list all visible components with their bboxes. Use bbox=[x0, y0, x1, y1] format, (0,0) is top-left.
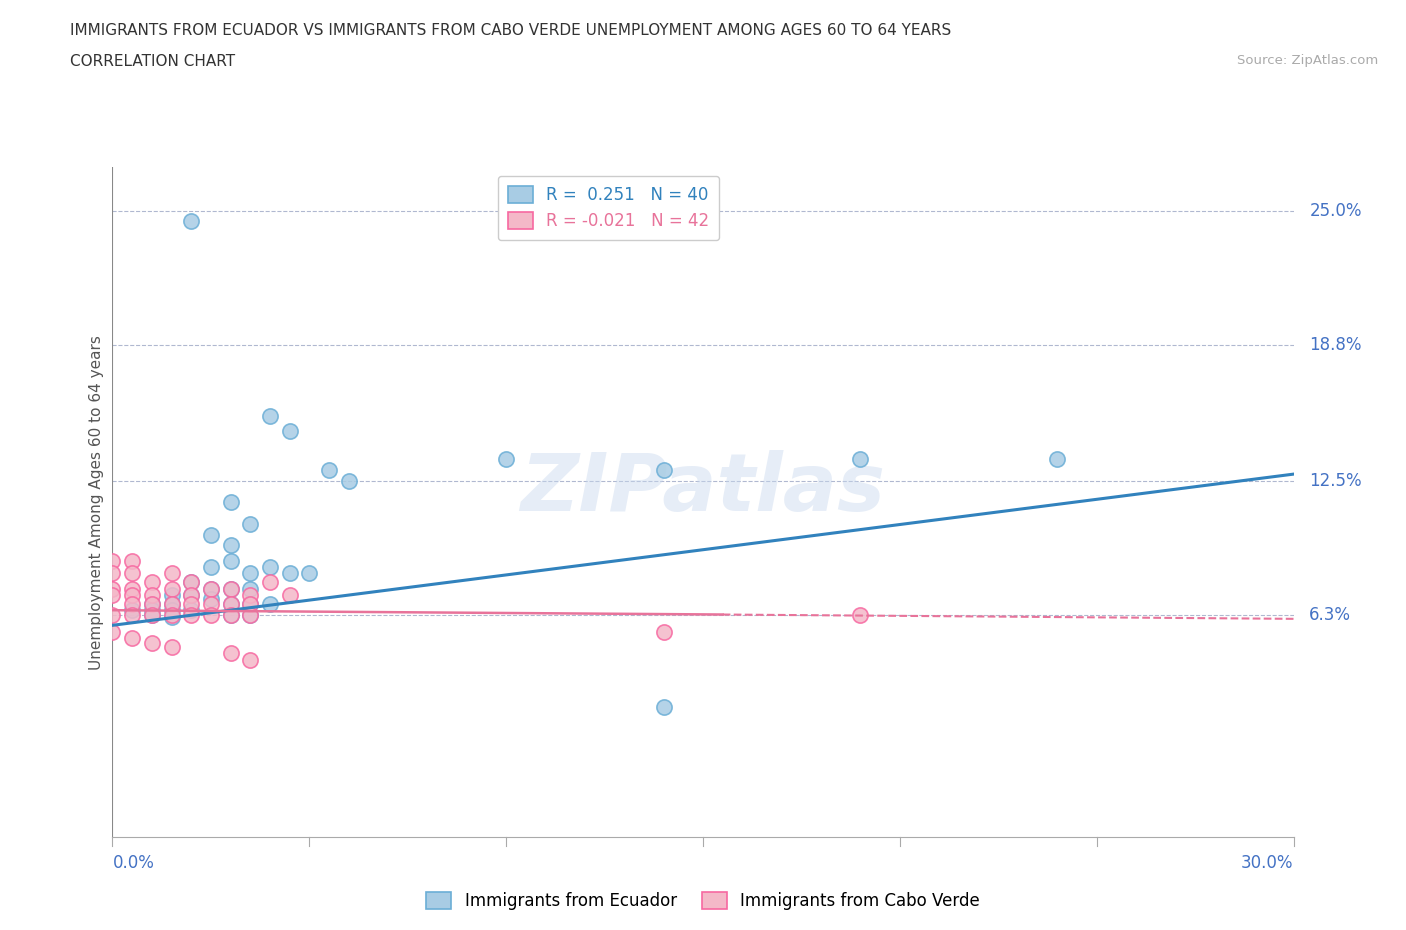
Text: 25.0%: 25.0% bbox=[1309, 202, 1362, 219]
Text: ZIPatlas: ZIPatlas bbox=[520, 450, 886, 528]
Text: CORRELATION CHART: CORRELATION CHART bbox=[70, 54, 235, 69]
Point bbox=[278, 423, 301, 438]
Point bbox=[180, 607, 202, 622]
Point bbox=[180, 603, 202, 618]
Point bbox=[200, 592, 222, 607]
Point bbox=[239, 516, 262, 531]
Point bbox=[160, 581, 183, 596]
Point bbox=[849, 607, 872, 622]
Point bbox=[239, 566, 262, 581]
Point bbox=[652, 700, 675, 715]
Point bbox=[180, 596, 202, 611]
Point bbox=[180, 214, 202, 229]
Point bbox=[200, 527, 222, 542]
Text: 6.3%: 6.3% bbox=[1309, 605, 1351, 623]
Point bbox=[337, 473, 360, 488]
Point bbox=[180, 575, 202, 590]
Point bbox=[160, 640, 183, 655]
Point bbox=[121, 607, 143, 622]
Point bbox=[239, 653, 262, 668]
Point bbox=[180, 575, 202, 590]
Point bbox=[219, 607, 242, 622]
Point bbox=[141, 588, 163, 603]
Point bbox=[121, 588, 143, 603]
Point bbox=[239, 607, 262, 622]
Point bbox=[652, 462, 675, 477]
Point bbox=[239, 596, 262, 611]
Point bbox=[101, 581, 124, 596]
Text: 0.0%: 0.0% bbox=[112, 855, 155, 872]
Point bbox=[259, 408, 281, 423]
Point bbox=[141, 575, 163, 590]
Point bbox=[239, 607, 262, 622]
Point bbox=[219, 607, 242, 622]
Point bbox=[200, 560, 222, 575]
Point bbox=[652, 624, 675, 639]
Point bbox=[121, 553, 143, 568]
Text: IMMIGRANTS FROM ECUADOR VS IMMIGRANTS FROM CABO VERDE UNEMPLOYMENT AMONG AGES 60: IMMIGRANTS FROM ECUADOR VS IMMIGRANTS FR… bbox=[70, 23, 952, 38]
Point bbox=[160, 609, 183, 624]
Text: 30.0%: 30.0% bbox=[1241, 855, 1294, 872]
Point bbox=[219, 646, 242, 661]
Point bbox=[495, 452, 517, 467]
Point bbox=[239, 588, 262, 603]
Point bbox=[849, 452, 872, 467]
Point bbox=[141, 607, 163, 622]
Point bbox=[141, 596, 163, 611]
Point bbox=[101, 607, 124, 622]
Point bbox=[259, 575, 281, 590]
Text: 12.5%: 12.5% bbox=[1309, 472, 1362, 489]
Point bbox=[121, 603, 143, 618]
Point bbox=[141, 596, 163, 611]
Point bbox=[160, 596, 183, 611]
Point bbox=[239, 581, 262, 596]
Point bbox=[219, 553, 242, 568]
Point bbox=[160, 603, 183, 618]
Point bbox=[219, 581, 242, 596]
Point bbox=[160, 607, 183, 622]
Text: Source: ZipAtlas.com: Source: ZipAtlas.com bbox=[1237, 54, 1378, 67]
Point bbox=[219, 538, 242, 552]
Point bbox=[180, 588, 202, 603]
Point bbox=[259, 560, 281, 575]
Point bbox=[200, 596, 222, 611]
Legend: R =  0.251   N = 40, R = -0.021   N = 42: R = 0.251 N = 40, R = -0.021 N = 42 bbox=[498, 176, 720, 240]
Point bbox=[121, 566, 143, 581]
Point bbox=[239, 596, 262, 611]
Y-axis label: Unemployment Among Ages 60 to 64 years: Unemployment Among Ages 60 to 64 years bbox=[89, 335, 104, 670]
Point bbox=[318, 462, 340, 477]
Text: 18.8%: 18.8% bbox=[1309, 336, 1362, 353]
Point bbox=[121, 596, 143, 611]
Legend: Immigrants from Ecuador, Immigrants from Cabo Verde: Immigrants from Ecuador, Immigrants from… bbox=[419, 885, 987, 917]
Point bbox=[160, 566, 183, 581]
Point bbox=[219, 596, 242, 611]
Point bbox=[298, 566, 321, 581]
Point bbox=[219, 581, 242, 596]
Point bbox=[160, 588, 183, 603]
Point bbox=[141, 607, 163, 622]
Point bbox=[278, 588, 301, 603]
Point bbox=[259, 596, 281, 611]
Point bbox=[180, 588, 202, 603]
Point bbox=[219, 495, 242, 510]
Point bbox=[101, 553, 124, 568]
Point bbox=[141, 635, 163, 650]
Point bbox=[121, 631, 143, 645]
Point bbox=[200, 581, 222, 596]
Point bbox=[278, 566, 301, 581]
Point bbox=[141, 603, 163, 618]
Point bbox=[121, 581, 143, 596]
Point bbox=[160, 596, 183, 611]
Point bbox=[101, 588, 124, 603]
Point bbox=[101, 566, 124, 581]
Point bbox=[200, 581, 222, 596]
Point bbox=[1046, 452, 1069, 467]
Point bbox=[200, 607, 222, 622]
Point bbox=[219, 596, 242, 611]
Point bbox=[101, 624, 124, 639]
